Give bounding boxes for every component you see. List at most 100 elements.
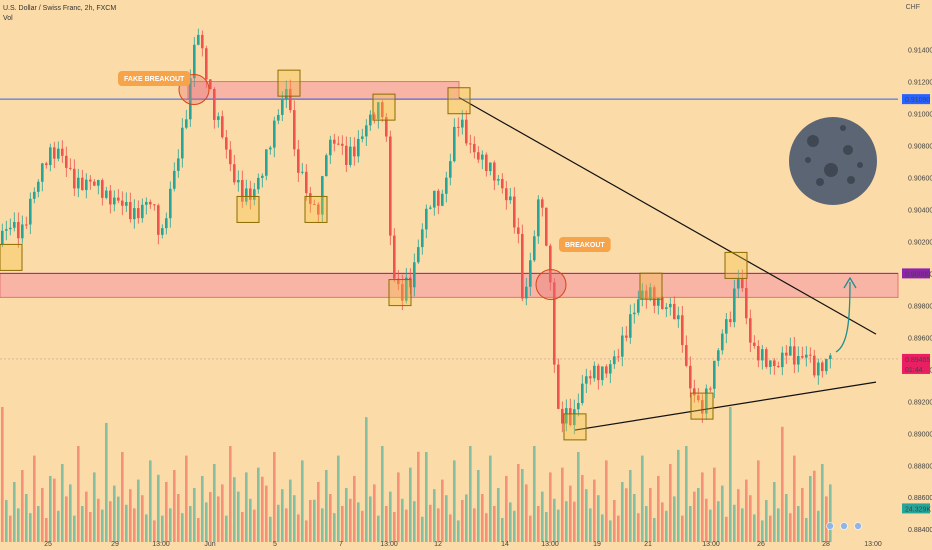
candle-body (213, 89, 216, 120)
x-axis-tick: 25 (44, 541, 52, 548)
x-axis-tick: 13:00 (380, 541, 398, 548)
x-axis-tick: 21 (644, 541, 652, 548)
volume-bar (225, 515, 228, 542)
volume-bar (517, 464, 520, 542)
volume-bar (789, 513, 792, 542)
candle-body (169, 188, 172, 219)
candle-body (625, 335, 628, 338)
volume-bar (689, 506, 692, 542)
volume-bar (525, 484, 528, 542)
candle-body (573, 409, 576, 426)
volume-bar (673, 496, 676, 542)
candle-body (353, 146, 356, 157)
candle-body (385, 117, 388, 137)
candle-body (733, 288, 736, 323)
candle-body (745, 288, 748, 319)
volume-bar (377, 515, 380, 542)
candle-body (197, 34, 200, 45)
volume-bar (257, 467, 260, 542)
candle-body (201, 34, 204, 49)
candle-body (361, 136, 364, 139)
candle-body (637, 299, 640, 313)
candle-body (545, 207, 548, 246)
volume-bar (745, 479, 748, 542)
x-axis-tick: 13:00 (152, 541, 170, 548)
candle-body (461, 119, 464, 128)
y-axis-tick: 0.90800 (908, 143, 932, 150)
candle-body (465, 119, 468, 144)
candle-body (809, 354, 812, 356)
candle-body (333, 139, 336, 144)
y-axis-tick: 0.88400 (908, 527, 932, 534)
candle-body (409, 277, 412, 288)
volume-bar (553, 498, 556, 542)
touch-marker-box (639, 272, 663, 300)
moon-crater (840, 125, 846, 131)
touch-marker-box (724, 251, 748, 279)
volume-bar (513, 510, 516, 542)
candle-body (729, 319, 732, 323)
candle-body (717, 350, 720, 361)
volume-bar (569, 485, 572, 542)
volume-bar (693, 491, 696, 542)
candle-body (249, 188, 252, 200)
candle-body (765, 349, 768, 367)
x-axis-tick: 13:00 (864, 541, 882, 548)
candle-body (365, 125, 368, 137)
volume-bar (141, 495, 144, 542)
candle-body (61, 148, 64, 156)
ascending-trendline (574, 381, 877, 431)
volume-bar (353, 476, 356, 542)
touch-marker-box (0, 243, 23, 271)
breakout-label-text: BREAKOUT (565, 242, 605, 249)
volume-bar (45, 518, 48, 542)
y-axis-tick: 0.89800 (908, 303, 932, 310)
candle-body (49, 147, 52, 166)
volume-bar (493, 506, 496, 542)
volume-bar (197, 518, 200, 542)
volume-bar (85, 491, 88, 542)
volume-bar (449, 514, 452, 542)
candle-body (285, 88, 288, 99)
chart-header: U.S. Dollar / Swiss Franc, 2h, FXCM Vol (3, 4, 116, 24)
volume-bar (165, 482, 168, 542)
volume-bar (669, 464, 672, 542)
candle-body (725, 319, 728, 334)
volume-bar (685, 446, 688, 542)
candle-body (145, 201, 148, 205)
candle-body (297, 149, 300, 173)
candle-body (17, 221, 20, 239)
candle-body (277, 114, 280, 121)
volume-bar (741, 508, 744, 542)
volume-bar (357, 502, 360, 542)
volume-bar (273, 452, 276, 542)
candle-body (481, 154, 484, 160)
candle-body (581, 383, 584, 404)
event-flag-icon (840, 522, 848, 530)
volume-bar (389, 491, 392, 542)
candle-body (381, 102, 384, 118)
x-axis-tick: 7 (339, 541, 343, 548)
candle-body (57, 148, 60, 159)
candle-body (397, 278, 400, 285)
candle-body (13, 221, 16, 228)
candle-body (105, 190, 108, 198)
candle-body (617, 356, 620, 358)
touch-marker-box (690, 392, 714, 420)
candle-body (149, 201, 152, 205)
volume-bar (561, 467, 564, 542)
volume-bar (505, 476, 508, 542)
candle-body (193, 44, 196, 79)
candle-body (445, 177, 448, 194)
price-tag-label: 0.91090 (905, 97, 930, 104)
currency-unit: CHF (905, 4, 920, 11)
candle-body (757, 346, 760, 361)
candle-body (541, 199, 544, 208)
volume-bar (333, 513, 336, 542)
candle-body (613, 356, 616, 365)
candle-body (577, 403, 580, 410)
volume-bar (253, 509, 256, 542)
volume-bar (413, 501, 416, 542)
volume-bar (405, 509, 408, 542)
